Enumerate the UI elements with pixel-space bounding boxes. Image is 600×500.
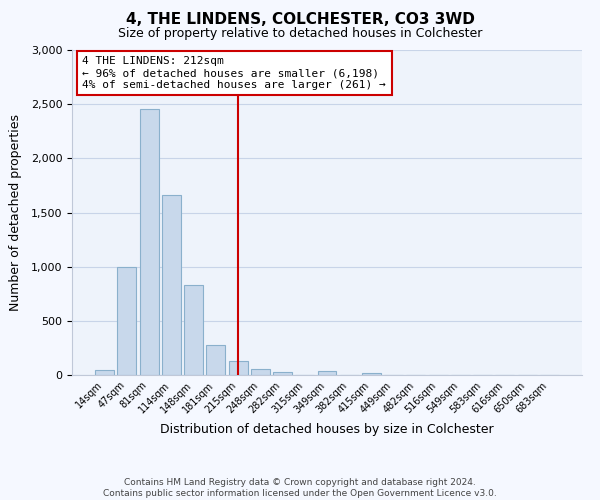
Bar — [140, 108, 158, 375]
Text: 4, THE LINDENS, COLCHESTER, CO3 3WD: 4, THE LINDENS, COLCHESTER, CO3 3WD — [125, 12, 475, 28]
Bar — [118, 266, 136, 375]
Text: Size of property relative to detached houses in Colchester: Size of property relative to detached ho… — [118, 28, 482, 40]
Bar — [95, 370, 114, 375]
Bar — [162, 195, 181, 375]
Y-axis label: Number of detached properties: Number of detached properties — [10, 114, 22, 311]
Bar — [206, 345, 225, 375]
Bar — [251, 369, 270, 375]
Bar — [184, 284, 203, 375]
Bar — [273, 372, 292, 375]
Bar — [362, 373, 381, 375]
Text: 4 THE LINDENS: 212sqm
← 96% of detached houses are smaller (6,198)
4% of semi-de: 4 THE LINDENS: 212sqm ← 96% of detached … — [82, 56, 386, 90]
Bar — [317, 371, 337, 375]
Text: Contains HM Land Registry data © Crown copyright and database right 2024.
Contai: Contains HM Land Registry data © Crown c… — [103, 478, 497, 498]
Bar — [229, 362, 248, 375]
X-axis label: Distribution of detached houses by size in Colchester: Distribution of detached houses by size … — [160, 423, 494, 436]
